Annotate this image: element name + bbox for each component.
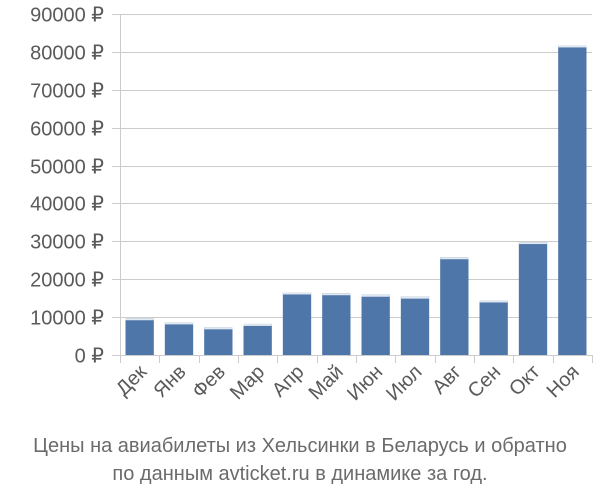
x-tick-label: Авг — [428, 361, 466, 399]
x-tick-label: Июн — [343, 361, 387, 405]
x-tick-label: Май — [305, 361, 348, 404]
y-tick-label: 10000 ₽ — [30, 308, 104, 330]
bar-top-highlight — [479, 300, 508, 303]
bar-top-highlight — [361, 294, 390, 297]
bar-top-highlight — [125, 318, 154, 321]
bar — [322, 293, 351, 355]
bar — [243, 323, 272, 355]
bar — [400, 296, 430, 355]
bar-top-highlight — [518, 242, 548, 245]
bar-top-highlight — [400, 296, 430, 299]
x-tick-label: Ноя — [543, 361, 584, 402]
bar — [518, 242, 548, 355]
y-tick-label: 30000 ₽ — [30, 232, 104, 254]
x-tick-label: Сен — [464, 361, 505, 402]
y-tick-label: 70000 ₽ — [30, 81, 104, 103]
bar — [479, 300, 508, 355]
bar-top-highlight — [322, 293, 351, 296]
bar-top-highlight — [243, 323, 272, 326]
bar — [440, 257, 469, 355]
bar — [282, 292, 312, 355]
y-tick-label: 60000 ₽ — [30, 119, 104, 141]
x-tick-label: Июл — [382, 361, 426, 405]
x-tick-label: Мар — [226, 361, 269, 404]
caption-line-2: по данным avticket.ru в динамике за год. — [112, 463, 488, 485]
x-tick-label: Янв — [149, 361, 190, 402]
y-tick-label: 80000 ₽ — [30, 43, 104, 65]
x-tick-label: Дек — [112, 361, 151, 400]
gridlines — [120, 14, 592, 356]
bar-chart: 0 ₽ 10000 ₽ 20000 ₽ 30000 ₽ 40000 ₽ 50000 ₽ 60… — [30, 5, 593, 405]
bar-top-highlight — [440, 257, 469, 260]
chart-caption: Цены на авиабилеты из Хельсинки в Белару… — [0, 432, 600, 488]
bars — [125, 45, 587, 355]
y-tick-labels: 0 ₽ 10000 ₽ 20000 ₽ 30000 ₽ 40000 ₽ 50000 ₽ 60… — [30, 5, 104, 368]
y-tick-label: 0 ₽ — [75, 346, 105, 368]
chart-area: 0 ₽ 10000 ₽ 20000 ₽ 30000 ₽ 40000 ₽ 50000 ₽ 60… — [30, 5, 593, 405]
bar — [125, 318, 154, 355]
bar-top-highlight — [164, 322, 194, 325]
x-tick-label: Фев — [188, 361, 230, 403]
bar-top-highlight — [282, 292, 312, 295]
y-tick-label: 20000 ₽ — [30, 270, 104, 292]
bar — [558, 45, 587, 355]
y-tick-label: 90000 ₽ — [30, 5, 104, 27]
x-tick-label: Окт — [505, 361, 544, 400]
bar — [164, 322, 194, 355]
bar — [204, 327, 233, 355]
y-tick-label: 40000 ₽ — [30, 194, 104, 216]
axes — [112, 14, 593, 363]
y-tick-label: 50000 ₽ — [30, 157, 104, 179]
bar-top-highlight — [558, 45, 587, 48]
bar-top-highlight — [204, 327, 233, 330]
caption-line-1: Цены на авиабилеты из Хельсинки в Белару… — [33, 435, 567, 457]
bar — [361, 294, 390, 355]
x-tick-label: Апр — [268, 361, 309, 402]
